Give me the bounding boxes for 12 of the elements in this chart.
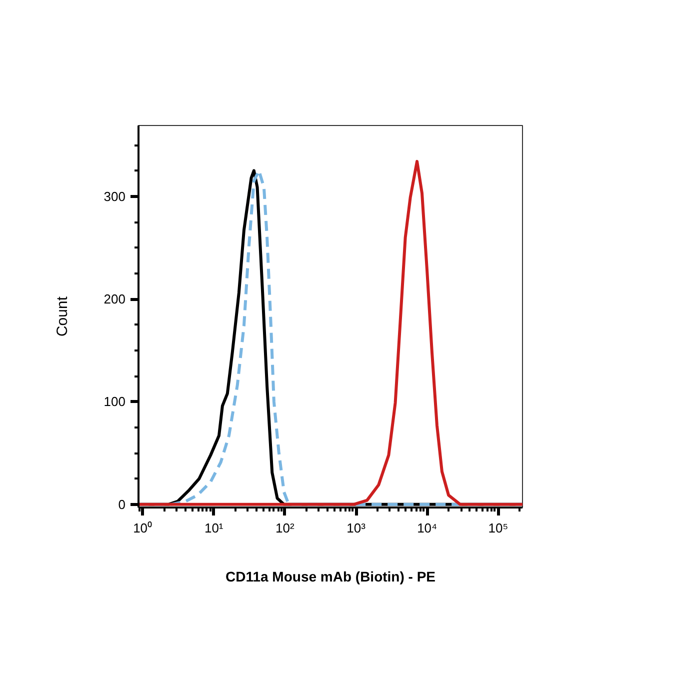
y-tick-label: 200 — [104, 292, 126, 307]
x-axis-title: CD11a Mouse mAb (Biotin) - PE — [225, 568, 436, 584]
x-tick-label: 10⁰ — [133, 520, 153, 536]
x-tick-label: 10³ — [346, 520, 366, 536]
x-tick-label: 10² — [276, 520, 296, 536]
x-tick-label: 10⁵ — [488, 520, 508, 536]
x-tick-label: 10¹ — [204, 520, 224, 536]
y-tick-label: 100 — [104, 394, 126, 410]
y-tick-label: 300 — [104, 188, 126, 204]
x-tick-label: 10⁴ — [417, 520, 438, 536]
y-axis-title: Count — [54, 296, 71, 337]
y-tick-label: 0 — [118, 496, 126, 512]
